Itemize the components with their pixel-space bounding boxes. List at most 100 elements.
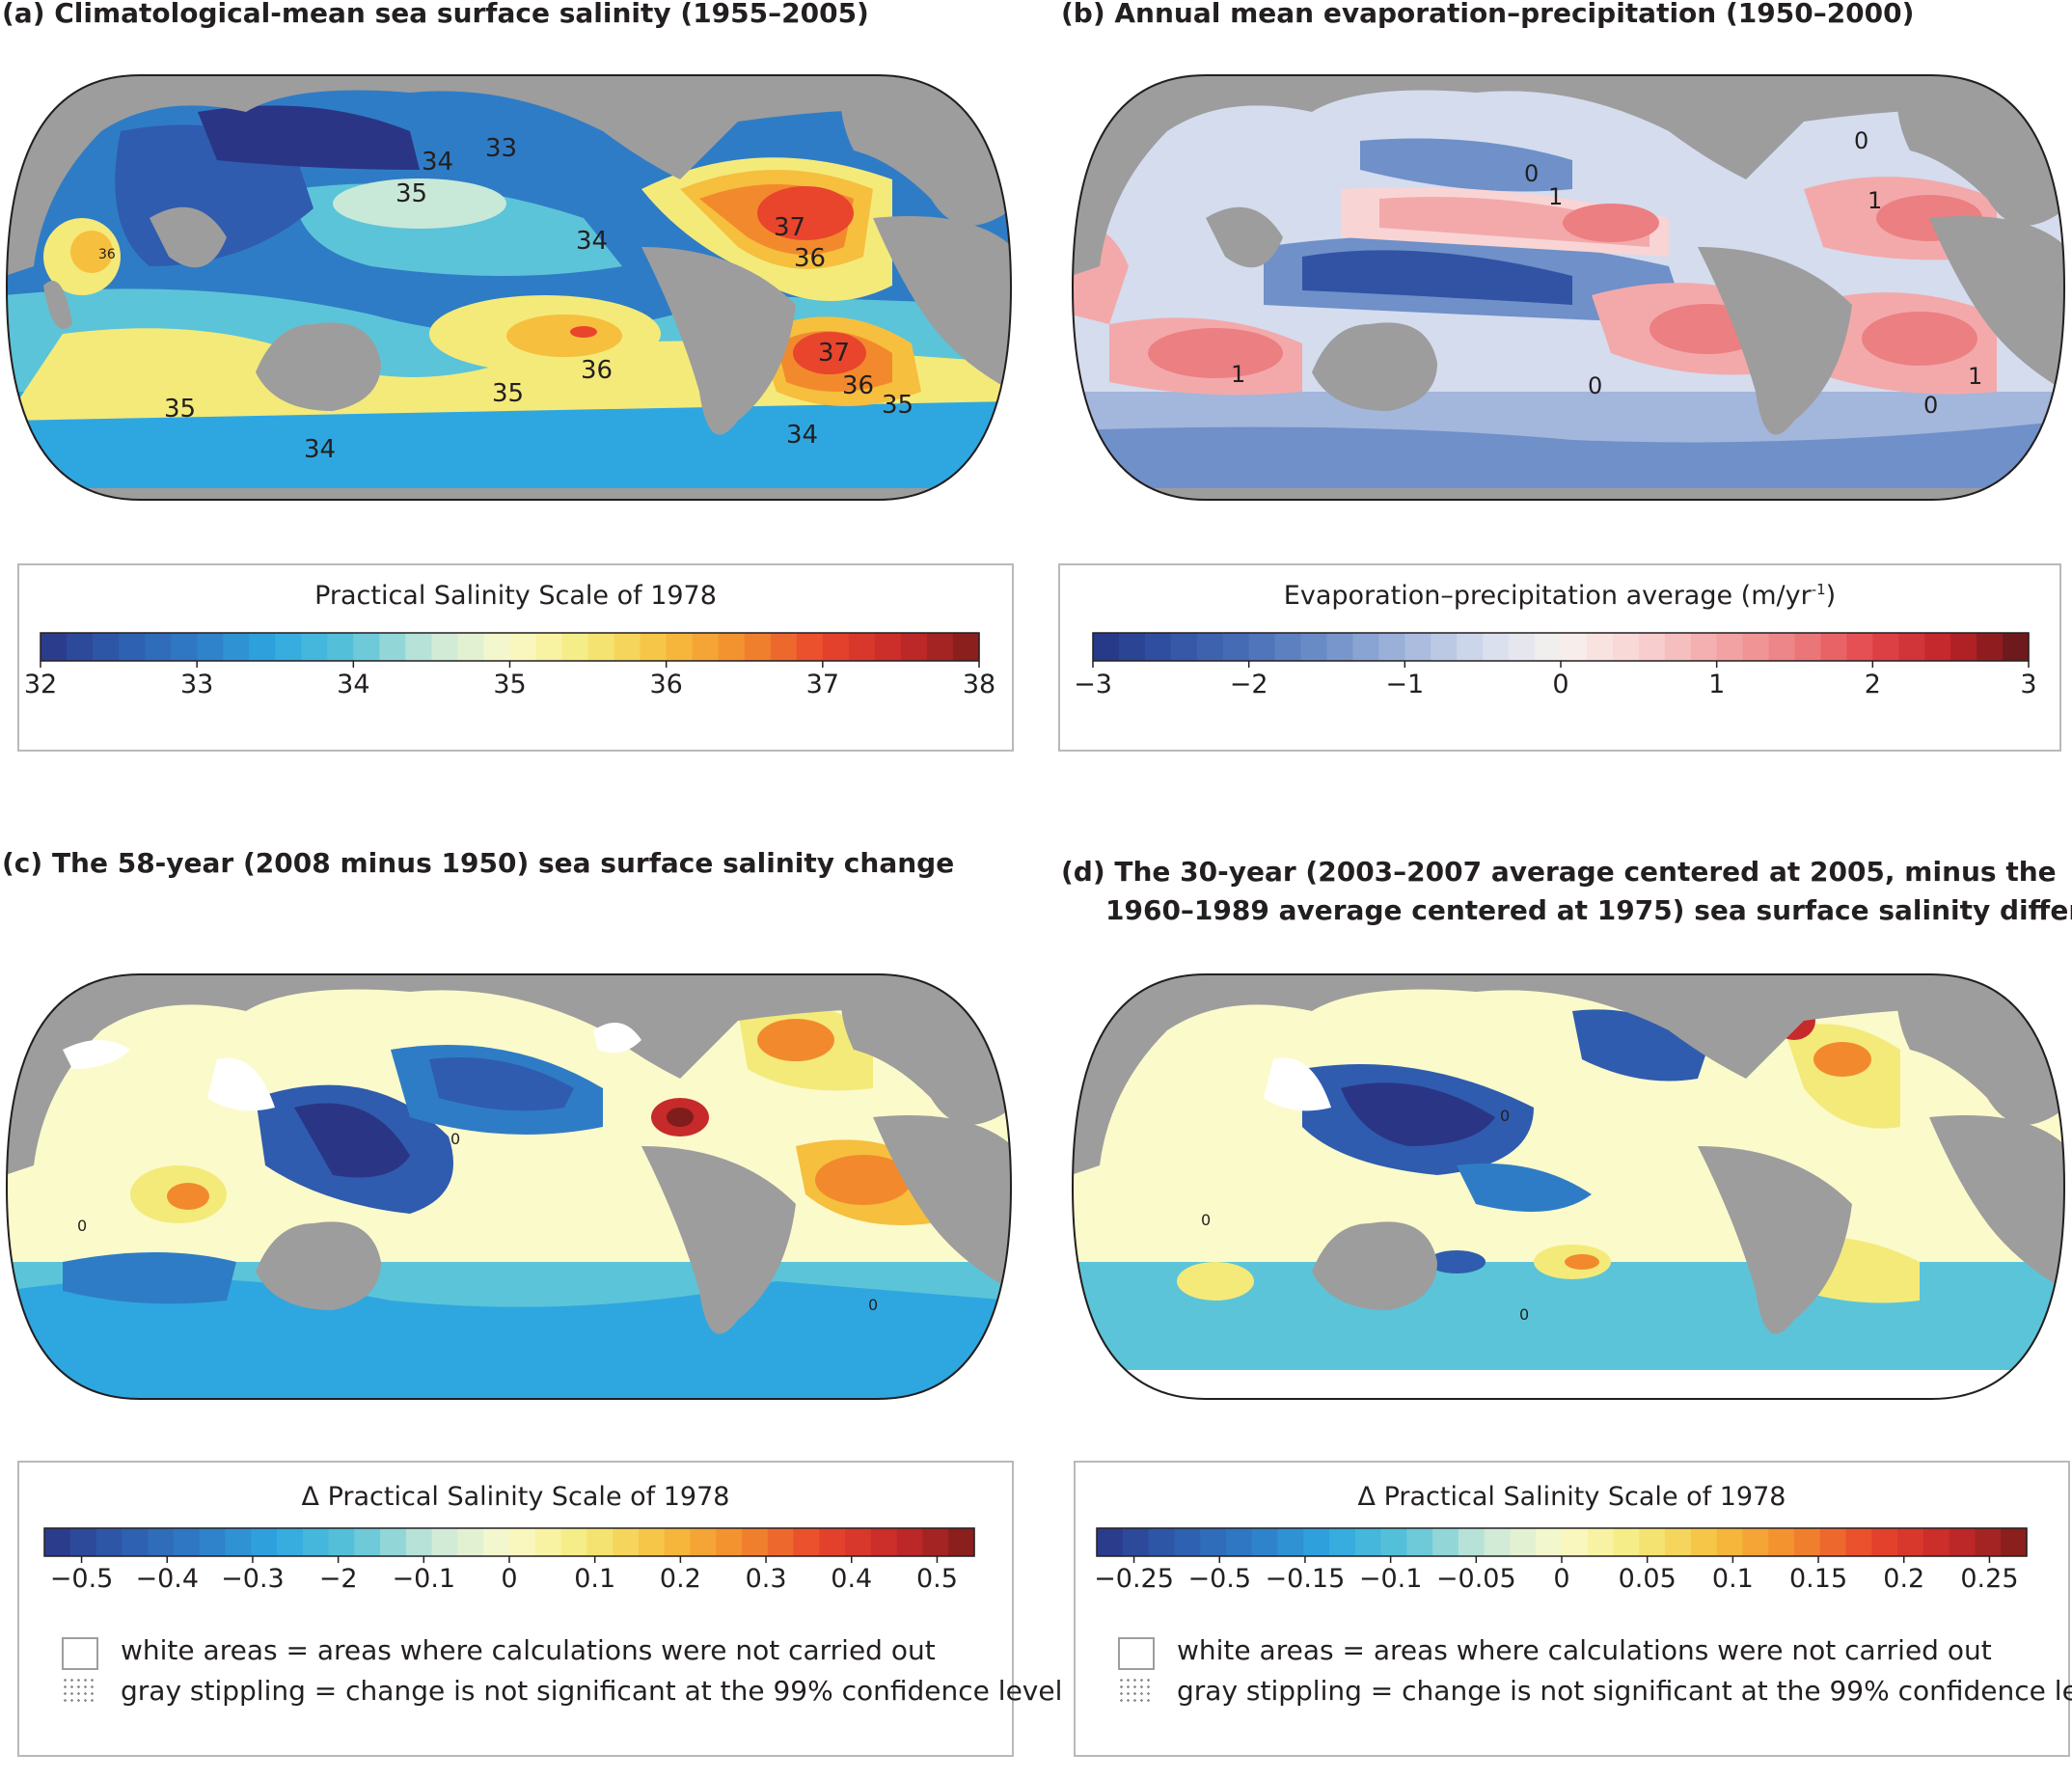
colorbar-segment	[225, 1528, 252, 1556]
colorbar-tick-label: 0.5	[915, 1564, 958, 1594]
colorbar-segment	[1742, 633, 1770, 661]
colorbar-segment	[1093, 633, 1120, 661]
colorbar-segment	[457, 633, 485, 661]
colorbar-tick-label: 0	[501, 1564, 518, 1594]
panel-d-title-line2: 1960–1989 average centered at 1975) sea …	[1105, 894, 2072, 926]
contour-label: 36	[842, 371, 874, 400]
contour-label: 0	[450, 1130, 460, 1148]
colorbar-segment	[431, 633, 459, 661]
colorbar-segment	[1483, 633, 1510, 661]
contour-label: 36	[581, 356, 613, 385]
contour-label: 1	[1968, 363, 1982, 390]
colorbar-segment	[586, 1528, 613, 1556]
contour-label: 34	[304, 435, 336, 464]
legend-b: Evaporation–precipitation average (m/yr-…	[1058, 563, 2061, 752]
colorbar-tick-label: −0.05	[1435, 1564, 1516, 1594]
colorbar-segment	[1977, 633, 2004, 661]
colorbar-tick-label: 34	[337, 670, 370, 699]
colorbar-segment	[1352, 633, 1379, 661]
colorbar-segment	[457, 1528, 484, 1556]
colorbar-tick-label: 37	[805, 670, 840, 699]
colorbar-tick-label: 0.4	[831, 1564, 873, 1594]
colorbar-segment	[380, 1528, 407, 1556]
colorbar-segment	[1690, 1528, 1718, 1556]
colorbar-segment	[1510, 1528, 1537, 1556]
colorbar-segment	[1248, 633, 1276, 661]
contour-label: 0	[1854, 127, 1868, 154]
colorbar-segment	[69, 1528, 97, 1556]
legend-d-title: Δ Practical Salinity Scale of 1978	[1357, 1482, 1786, 1512]
colorbar-segment	[354, 1528, 381, 1556]
colorbar-segment	[1277, 1528, 1304, 1556]
contour-label: 0	[1588, 372, 1602, 399]
colorbar-segment	[1898, 633, 1925, 661]
panel-a-title: (a) Climatological-mean sea surface sali…	[2, 0, 869, 29]
contour-label: 34	[786, 421, 818, 450]
legend-a: Practical Salinity Scale of 1978 32 33 34 3…	[17, 563, 1014, 752]
colorbar-segment	[145, 633, 172, 661]
colorbar-segment	[1664, 633, 1692, 661]
colorbar-segment	[1118, 633, 1146, 661]
colorbar-segment	[1794, 633, 1822, 661]
colorbar-segment	[1536, 1528, 1563, 1556]
colorbar-segment	[302, 1528, 330, 1556]
colorbar-segment	[716, 1528, 743, 1556]
colorbar-segment	[431, 1528, 459, 1556]
colorbar-segment	[405, 633, 433, 661]
colorbar-segment	[1251, 1528, 1279, 1556]
colorbar-segment	[93, 633, 120, 661]
contour-label: 0	[77, 1217, 87, 1235]
colorbar-segment	[327, 633, 354, 661]
colorbar-segment	[379, 633, 406, 661]
white-area-note: white areas = areas where calculations w…	[121, 1634, 936, 1666]
colorbar-segment	[690, 1528, 717, 1556]
contour-label: 35	[882, 391, 913, 420]
salinity-difference-map-d: 0 0 0	[1071, 973, 2066, 1400]
colorbar-tick-label: −0.4	[135, 1564, 200, 1594]
colorbar-segment	[952, 633, 980, 661]
contour-label: 0	[1201, 1211, 1211, 1229]
contour-label: 34	[576, 227, 608, 256]
contour-label: 1	[1868, 187, 1882, 214]
stipple-note: gray stippling = change is not significa…	[1177, 1675, 2072, 1707]
colorbar-segment	[1819, 1528, 1847, 1556]
colorbar-segment	[328, 1528, 355, 1556]
colorbar-segment	[534, 1528, 562, 1556]
colorbar-tick-label: 32	[23, 670, 58, 699]
colorbar-segment	[1924, 633, 1951, 661]
white-area-note: white areas = areas where calculations w…	[1177, 1634, 1992, 1666]
colorbar-tick-label: −0.15	[1265, 1564, 1346, 1594]
colorbar-segment	[1222, 633, 1250, 661]
colorbar-segment	[535, 633, 563, 661]
colorbar-tick-label: 36	[649, 670, 683, 699]
colorbar-segment	[1638, 633, 1666, 661]
colorbar-segment	[1846, 633, 1873, 661]
colorbar-segment	[692, 633, 720, 661]
stipple-swatch	[1118, 1677, 1151, 1706]
colorbar-segment	[1326, 633, 1354, 661]
colorbar-segment	[1432, 1528, 1459, 1556]
colorbar-segment	[926, 633, 954, 661]
colorbar-segment	[666, 633, 694, 661]
colorbar-tick-label: −0.5	[1187, 1564, 1252, 1594]
colorbar-segment	[1562, 1528, 1589, 1556]
legend-d: Δ Practical Salinity Scale of 1978 white…	[1074, 1461, 2072, 1757]
colorbar-segment	[1742, 1528, 1769, 1556]
legend-b-title: Evaporation–precipitation average (m/yr-…	[1283, 581, 1837, 611]
colorbar-segment	[483, 633, 511, 661]
colorbar-segment	[301, 633, 328, 661]
colorbar-segment	[1509, 633, 1536, 661]
colorbar-segment	[613, 1528, 640, 1556]
colorbar-tick-label: −0.1	[392, 1564, 456, 1594]
white-area-swatch	[1118, 1637, 1155, 1670]
colorbar-segment	[638, 1528, 666, 1556]
colorbar-tick-label: 38	[962, 670, 996, 699]
contour-label: 1	[1548, 183, 1563, 210]
colorbar-segment	[1845, 1528, 1872, 1556]
colorbar-segment	[1144, 633, 1172, 661]
colorbar-segment	[1170, 633, 1198, 661]
colorbar-segment	[44, 1528, 71, 1556]
colorbar-tick-label: −3	[1074, 670, 1112, 699]
colorbar-tick-label: 35	[493, 670, 527, 699]
colorbar-b	[1092, 632, 2030, 668]
